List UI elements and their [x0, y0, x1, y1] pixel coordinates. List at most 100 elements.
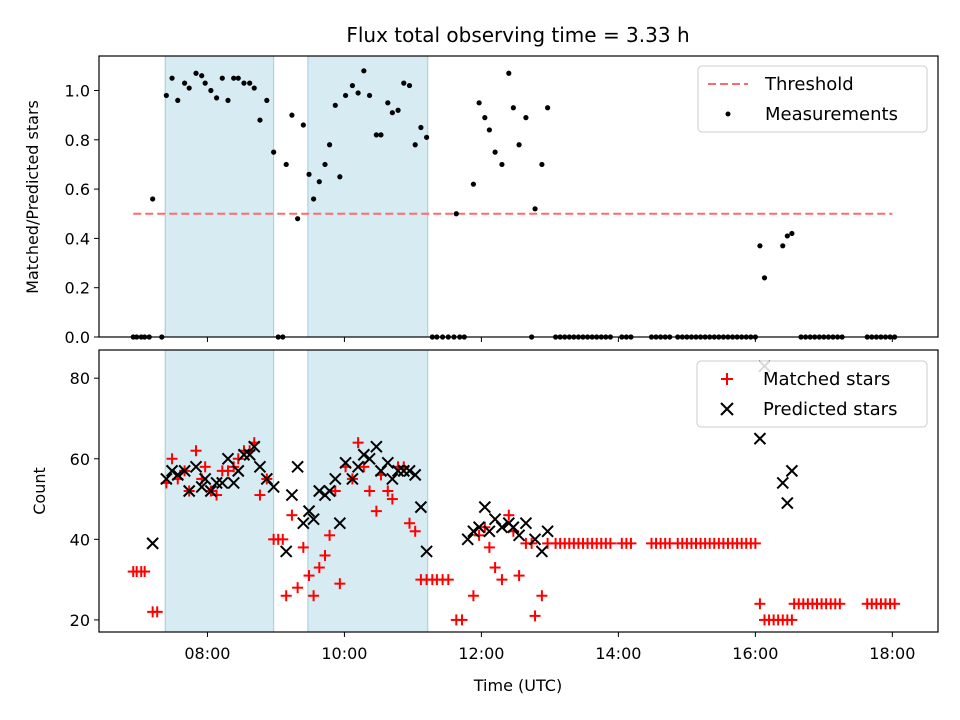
measurement-point	[289, 112, 295, 118]
y-tick-label: 40	[70, 530, 90, 549]
measurement-point	[150, 196, 156, 202]
top-x-ticks	[206, 337, 893, 342]
predicted-star-marker	[414, 500, 428, 514]
shaded-interval	[307, 55, 429, 338]
matched-star-marker	[254, 489, 266, 501]
matched-star-marker	[364, 485, 376, 497]
matched-star-marker	[503, 509, 515, 521]
shaded-interval	[164, 55, 275, 338]
predicted-star-marker	[339, 456, 352, 470]
predicted-star-marker	[483, 525, 496, 538]
matched-star-marker	[442, 574, 454, 586]
top-axes-frame	[98, 55, 939, 338]
matched-star-marker	[467, 590, 479, 602]
measurement-point	[784, 233, 790, 239]
measurement-point	[789, 230, 795, 237]
measurement-point	[208, 87, 214, 94]
y-tick-label: 60	[70, 450, 90, 469]
measurement-point	[406, 82, 413, 89]
measurement-point	[193, 70, 199, 76]
predicted-star-marker	[165, 464, 179, 478]
measurement-point	[510, 105, 516, 111]
bottom-y-ticks: 20 40 60 80	[70, 369, 99, 630]
matched-star-marker	[352, 437, 364, 449]
measurement-point	[199, 73, 205, 79]
measurement-point	[395, 107, 401, 113]
predicted-star-marker	[171, 468, 184, 482]
matched-star-marker	[409, 525, 421, 537]
x-tick-label: 12:00	[458, 644, 504, 663]
measurement-point	[322, 161, 328, 168]
measurement-point	[780, 243, 786, 249]
matched-star-marker	[232, 453, 244, 465]
y-tick-label: 0.0	[65, 328, 90, 347]
predicted-star-marker	[182, 484, 196, 498]
predicted-star-marker	[232, 464, 245, 478]
predicted-star-marker	[329, 472, 342, 486]
matched-star-marker	[324, 529, 336, 541]
measurement-point	[385, 100, 391, 106]
matched-star-marker	[513, 570, 525, 582]
matched-star-marker	[456, 614, 468, 626]
matched-star-marker	[313, 562, 325, 574]
predicted-star-marker	[248, 440, 261, 453]
top-measurement-points	[130, 68, 898, 340]
predicted-star-marker	[495, 521, 509, 534]
predicted-star-marker	[204, 484, 218, 498]
measurement-point	[470, 181, 477, 187]
matched-star-marker	[222, 465, 234, 477]
y-tick-label: 1.0	[65, 82, 90, 101]
predicted-star-marker	[333, 517, 347, 530]
predicted-star-marker	[351, 460, 365, 474]
matched-star-marker	[292, 582, 304, 594]
measurement-point	[219, 75, 225, 81]
matched-star-marker	[529, 610, 541, 622]
measurement-point	[539, 161, 545, 168]
predicted-star-marker	[753, 432, 767, 445]
matched-star-marker	[754, 598, 766, 610]
predicted-star-marker	[403, 464, 416, 478]
measurement-point	[453, 211, 459, 217]
predicted-star-marker	[291, 460, 304, 474]
measurement-point	[225, 97, 231, 103]
matched-star-marker	[286, 509, 298, 521]
measurement-point	[306, 171, 312, 177]
x-tick-label: 14:00	[595, 644, 641, 663]
measurements-legend-swatch	[725, 111, 731, 117]
matched-star-marker	[834, 598, 846, 610]
matched-star-marker	[749, 537, 761, 549]
measurement-point	[264, 97, 270, 103]
top-panel: 0.0 0.2 0.4 0.6 0.8 1.0 Matched/Predicted sta…	[23, 55, 939, 347]
predicted-star-marker	[512, 529, 526, 542]
matched-star-marker	[280, 590, 292, 602]
predicted-star-marker	[323, 484, 336, 498]
predicted-star-marker	[198, 472, 212, 486]
predicted-star-marker	[237, 448, 251, 461]
measurement-point	[492, 149, 498, 155]
predicted-star-marker	[357, 448, 371, 461]
measurement-point	[311, 196, 317, 202]
matched-star-marker	[496, 574, 508, 586]
measurement-point	[361, 68, 367, 74]
bottom-y-axis-label: Count	[30, 467, 49, 515]
matched-star-marker	[277, 533, 289, 545]
top-y-ticks: 0.0 0.2 0.4 0.6 0.8 1.0	[65, 82, 99, 347]
predicted-star-marker	[386, 472, 399, 486]
matched-star-marker	[386, 493, 398, 505]
measurement-point	[186, 85, 192, 91]
predicted-star-marker	[227, 476, 240, 490]
predicted-star-marker	[195, 480, 208, 494]
top-legend: Threshold Measurements	[697, 65, 928, 133]
predicted-star-marker	[297, 517, 310, 530]
predicted-star-marker	[507, 521, 520, 534]
matched-star-marker	[329, 485, 341, 497]
top-shaded-intervals	[164, 55, 429, 338]
predicted-star-marker	[370, 440, 383, 453]
predicted-star-marker	[519, 517, 533, 530]
measurement-point	[332, 102, 338, 108]
measurement-point	[295, 216, 301, 222]
predicted-star-marker	[243, 448, 256, 461]
predicted-star-marker	[381, 456, 395, 470]
measurement-point	[412, 142, 418, 148]
